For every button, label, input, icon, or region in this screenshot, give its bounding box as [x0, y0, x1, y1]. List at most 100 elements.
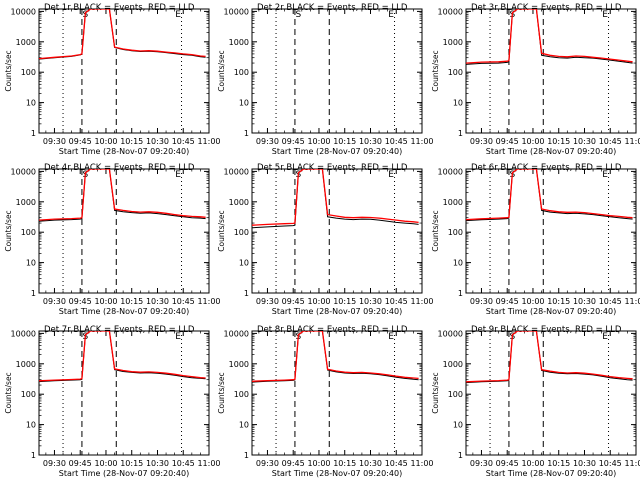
- x-tick-label: 09:30: [256, 137, 279, 146]
- lld-series-line: [252, 169, 419, 226]
- x-tick-label: 10:45: [385, 459, 408, 468]
- data-series-group: [252, 169, 419, 229]
- y-tick-label: 1000: [443, 38, 463, 47]
- y-axis-label: Counts/sec: [4, 210, 13, 251]
- y-tick-label: 10000: [224, 7, 249, 16]
- plot-frame: [465, 330, 637, 456]
- y-tick-label: 1: [458, 289, 463, 298]
- y-tick-label: 10000: [11, 7, 36, 16]
- panel-title: Det 7r BLACK = Events, RED = LLD: [44, 325, 195, 335]
- y-tick-label: 100: [448, 228, 463, 237]
- y-axis-label: Counts/sec: [431, 372, 440, 413]
- y-tick-label: 10: [26, 259, 36, 268]
- x-tick-label: 10:15: [120, 297, 143, 306]
- x-axis-label: Start Time (28-Nov-07 09:20:40): [59, 469, 189, 478]
- y-tick-label: 10: [239, 421, 249, 430]
- x-tick-label: 10:45: [599, 137, 622, 146]
- panel-title: Det 8r BLACK = Events, RED = LLD: [257, 325, 408, 335]
- events-series-line: [466, 331, 633, 384]
- x-tick-label: 10:30: [359, 297, 382, 306]
- x-tick-label: 10:30: [573, 137, 596, 146]
- x-tick-label: 11:00: [410, 137, 433, 146]
- flare-marker: E: [602, 10, 608, 20]
- x-axis-label: Start Time (28-Nov-07 09:20:40): [59, 307, 189, 316]
- x-tick-label: 10:00: [307, 459, 330, 468]
- x-tick-label: 10:30: [359, 459, 382, 468]
- y-tick-label: 10000: [224, 329, 249, 338]
- events-series-line: [39, 169, 206, 222]
- x-tick-label: 09:30: [256, 297, 279, 306]
- y-axis-label: Counts/sec: [431, 50, 440, 91]
- y-tick-label: 1: [458, 129, 463, 138]
- flare-marker: E: [602, 170, 608, 180]
- x-tick-label: 09:30: [43, 459, 66, 468]
- y-tick-label: 1: [244, 129, 249, 138]
- flare-marker: E: [175, 170, 181, 180]
- x-tick-label: 09:30: [470, 137, 493, 146]
- y-tick-label: 1: [244, 451, 249, 460]
- plot-frame: [38, 330, 210, 456]
- panel-6: Det 6r BLACK = Events, RED = LLD 1 10 100 10…: [431, 163, 640, 316]
- lld-series-line: [466, 9, 633, 64]
- y-tick-label: 100: [21, 68, 36, 77]
- x-tick-label: 10:00: [307, 137, 330, 146]
- lld-series-line: [39, 169, 206, 221]
- y-axis-label: Counts/sec: [4, 372, 13, 413]
- data-series-group: [252, 331, 419, 383]
- flare-marker: E: [388, 332, 394, 342]
- x-tick-label: 09:30: [470, 459, 493, 468]
- y-tick-label: 10000: [438, 7, 463, 16]
- panel-title: Det 1r BLACK = Events, RED = LLD: [44, 3, 195, 13]
- x-tick-label: 11:00: [197, 137, 220, 146]
- y-tick-label: 1000: [229, 360, 249, 369]
- x-tick-label: 10:15: [547, 297, 570, 306]
- panel-8: Det 8r BLACK = Events, RED = LLD 1 10 100 10…: [217, 325, 434, 478]
- flare-marker: E: [388, 10, 394, 20]
- x-tick-label: 11:00: [197, 297, 220, 306]
- panel-2: Det 2r BLACK = Events, RED = LLD 1 10 100 10…: [217, 3, 434, 156]
- x-tick-label: 10:15: [120, 459, 143, 468]
- lld-series-line: [466, 331, 633, 383]
- panel-title: Det 4r BLACK = Events, RED = LLD: [44, 163, 195, 173]
- panel-4: Det 4r BLACK = Events, RED = LLD 1 10 100 10…: [4, 163, 221, 316]
- x-tick-label: 10:00: [307, 297, 330, 306]
- plot-frame: [38, 168, 210, 294]
- x-tick-label: 09:45: [282, 297, 305, 306]
- y-tick-label: 1: [31, 289, 36, 298]
- y-tick-label: 1000: [16, 360, 36, 369]
- x-tick-label: 10:15: [547, 459, 570, 468]
- x-tick-label: 10:30: [573, 297, 596, 306]
- plot-frame: [251, 168, 423, 294]
- x-tick-label: 10:15: [333, 459, 356, 468]
- x-tick-label: 09:45: [282, 459, 305, 468]
- y-tick-label: 10000: [11, 167, 36, 176]
- x-tick-label: 10:00: [521, 459, 544, 468]
- panel-title: Det 6r BLACK = Events, RED = LLD: [471, 163, 622, 173]
- x-tick-label: 10:30: [359, 137, 382, 146]
- x-tick-label: 10:30: [146, 137, 169, 146]
- y-tick-label: 10: [453, 99, 463, 108]
- panel-title: Det 5r BLACK = Events, RED = LLD: [257, 163, 408, 173]
- x-tick-label: 10:00: [94, 297, 117, 306]
- y-tick-label: 100: [448, 390, 463, 399]
- y-axis-label: Counts/sec: [217, 372, 226, 413]
- plot-frame: [465, 8, 637, 134]
- y-tick-label: 1000: [229, 198, 249, 207]
- y-tick-label: 1000: [443, 360, 463, 369]
- data-series-group: [466, 331, 633, 384]
- y-tick-label: 1000: [16, 198, 36, 207]
- x-tick-label: 11:00: [197, 459, 220, 468]
- x-tick-label: 10:00: [521, 137, 544, 146]
- x-tick-label: 10:00: [521, 297, 544, 306]
- x-tick-label: 10:15: [333, 137, 356, 146]
- x-tick-label: 09:45: [69, 297, 92, 306]
- x-tick-label: 10:15: [333, 297, 356, 306]
- y-tick-label: 1: [458, 451, 463, 460]
- y-tick-label: 1: [244, 289, 249, 298]
- panel-9: Det 9r BLACK = Events, RED = LLD 1 10 100 10…: [431, 325, 640, 478]
- y-tick-label: 1000: [443, 198, 463, 207]
- y-tick-label: 100: [21, 390, 36, 399]
- data-series-group: [39, 169, 206, 222]
